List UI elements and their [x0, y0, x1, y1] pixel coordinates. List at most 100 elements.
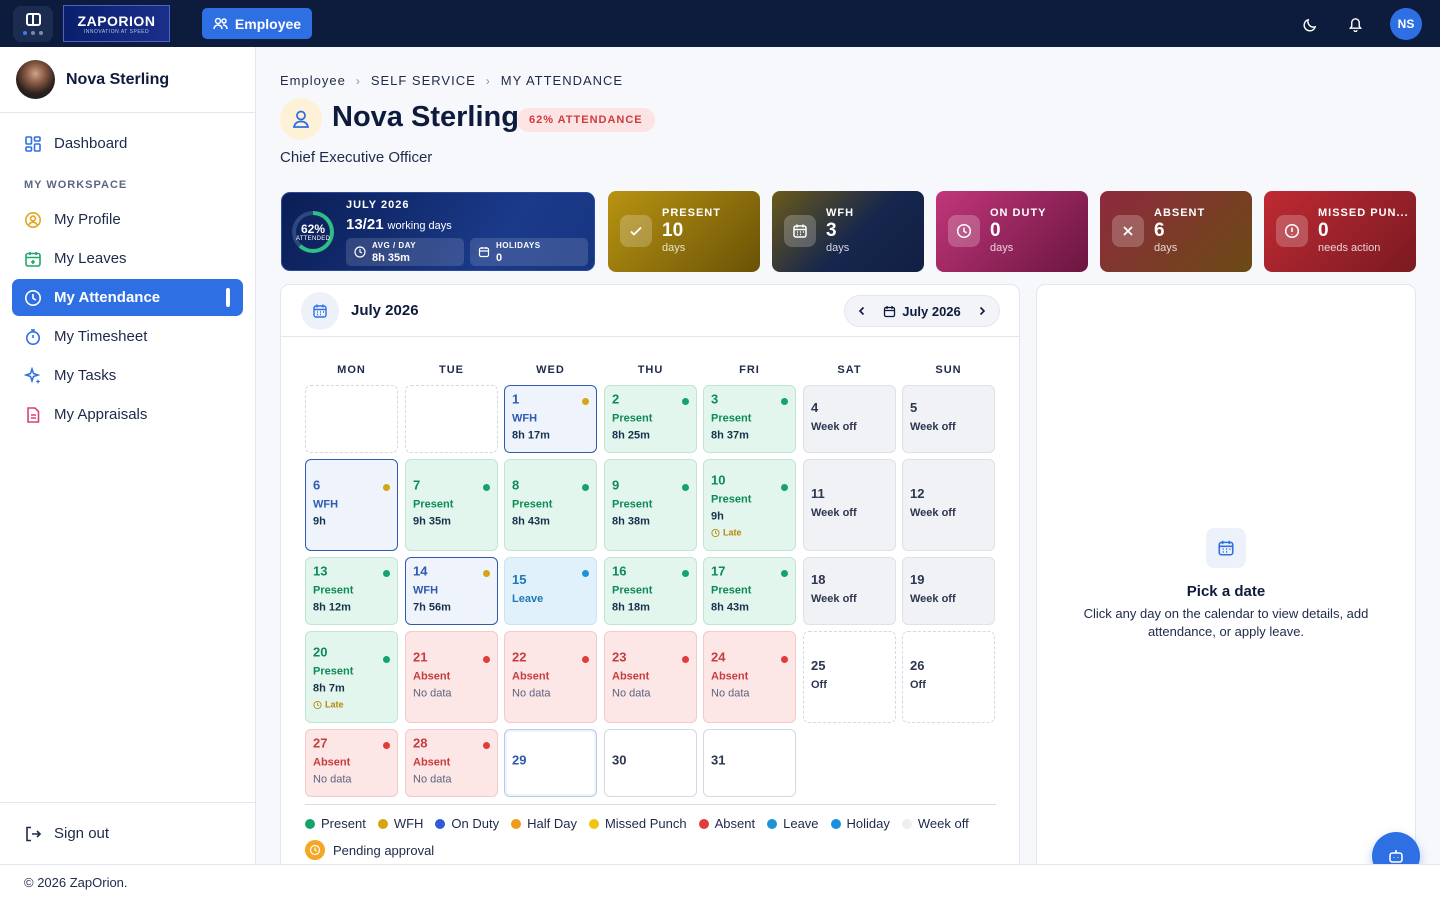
late-label: Late [325, 699, 344, 710]
prev-month-button[interactable] [857, 304, 867, 319]
calendar-day-20[interactable]: 20 Present 8h 7m Late [305, 631, 398, 723]
calendar-day-16[interactable]: 16 Present 8h 18m [604, 557, 697, 625]
dark-mode-button[interactable] [1300, 14, 1320, 34]
weekday-header: SUN [935, 364, 962, 376]
breadcrumb-item-my-attendance: MY ATTENDANCE [500, 73, 624, 88]
calendar-day-10[interactable]: 10 Present 9h Late [703, 459, 796, 551]
sidebar-item-my-appraisals[interactable]: My Appraisals [12, 396, 243, 433]
calendar-day-3[interactable]: 3 Present 8h 37m [703, 385, 796, 453]
status-dot [682, 570, 689, 577]
moon-icon [1303, 18, 1316, 31]
calendar-day-23[interactable]: 23 Absent No data [604, 631, 697, 723]
day-number: 25 [811, 658, 826, 673]
day-number: 31 [711, 752, 726, 768]
day-number: 20 [313, 644, 328, 660]
sidebar-item-label: Dashboard [54, 135, 128, 152]
calendar-day-19[interactable]: 19 Week off [902, 557, 995, 625]
calendar-day-29[interactable]: 29 [504, 729, 597, 797]
calendar-day-13[interactable]: 13 Present 8h 12m [305, 557, 398, 625]
active-indicator [226, 288, 230, 307]
calendar-day-28[interactable]: 28 Absent No data [405, 729, 498, 797]
calendar-day-22[interactable]: 22 Absent No data [504, 631, 597, 723]
legend-item: Present [305, 816, 366, 831]
sidebar-item-my-leaves[interactable]: My Leaves [12, 240, 243, 277]
legend-item: Week off [901, 816, 969, 831]
summary-working-days: 13/21 working days [346, 216, 452, 233]
calendar-day-12[interactable]: 12 Week off [902, 459, 995, 551]
legend-label: Present [321, 816, 366, 831]
sidebar-item-my-timesheet[interactable]: My Timesheet [12, 318, 243, 355]
calendar-day-27[interactable]: 27 Absent No data [305, 729, 398, 797]
sidebar-profile[interactable]: Nova Sterling [0, 47, 255, 113]
chevron-right-icon [979, 306, 986, 315]
sign-out-button[interactable]: Sign out [0, 802, 255, 864]
legend-dot [588, 818, 599, 829]
month-picker-button[interactable]: July 2026 [883, 304, 961, 319]
holidays-label: HOLIDAYS [496, 241, 541, 250]
day-status: WFH [512, 412, 538, 425]
calendar-day-5[interactable]: 5 Week off [902, 385, 995, 453]
pending-approval-legend: Pending approval [305, 840, 434, 860]
calendar-day-26[interactable]: 26 Off [902, 631, 995, 723]
sidebar-toggle-button[interactable] [13, 6, 53, 42]
status-dot [483, 484, 490, 491]
calendar-day-8[interactable]: 8 Present 8h 43m [504, 459, 597, 551]
sidebar-item-dashboard[interactable]: Dashboard [12, 125, 243, 162]
zaporion-logo[interactable]: ZAPORION INNOVATION AT SPEED [63, 5, 170, 42]
calendar-day-21[interactable]: 21 Absent No data [405, 631, 498, 723]
sidebar-item-my-tasks[interactable]: My Tasks [12, 357, 243, 394]
status-dot [383, 570, 390, 577]
sidebar-item-my-profile[interactable]: My Profile [12, 201, 243, 238]
calendar-day-30[interactable]: 30 [604, 729, 697, 797]
calendar-day-17[interactable]: 17 Present 8h 43m [703, 557, 796, 625]
day-number: 17 [711, 563, 726, 579]
check-icon [620, 215, 652, 247]
calendar-day-31[interactable]: 31 [703, 729, 796, 797]
calendar-day-11[interactable]: 11 Week off [803, 459, 896, 551]
calendar-day-7[interactable]: 7 Present 9h 35m [405, 459, 498, 551]
calendar-day-2[interactable]: 2 Present 8h 25m [604, 385, 697, 453]
status-dot [781, 398, 788, 405]
weekday-header: TUE [439, 364, 464, 376]
status-dot [582, 398, 589, 405]
next-month-button[interactable] [977, 304, 987, 319]
day-status: Week off [910, 421, 956, 433]
users-icon [213, 17, 228, 29]
calendar-day-24[interactable]: 24 Absent No data [703, 631, 796, 723]
weekday-header: THU [637, 364, 664, 376]
weekday-header: FRI [739, 364, 760, 376]
day-hours: 8h 12m [313, 601, 351, 614]
stat-value: 0 [990, 220, 1001, 241]
notifications-button[interactable] [1345, 14, 1365, 34]
calendar-day-14[interactable]: 14 WFH 7h 56m [405, 557, 498, 625]
day-number: 19 [910, 572, 925, 587]
calendar-day-15[interactable]: 15 Leave [504, 557, 597, 625]
sidebar-user-name: Nova Sterling [66, 70, 170, 88]
user-avatar-button[interactable]: NS [1390, 8, 1422, 40]
day-number: 28 [413, 735, 428, 751]
sidebar-item-my-attendance[interactable]: My Attendance [12, 279, 243, 316]
working-days-value: 13/21 [346, 216, 384, 233]
legend-item: Leave [767, 816, 819, 831]
calendar-day-1[interactable]: 1 WFH 8h 17m [504, 385, 597, 453]
calendar-day-6[interactable]: 6 WFH 9h [305, 459, 398, 551]
weekday-header: WED [536, 364, 565, 376]
calendar-day-9[interactable]: 9 Present 8h 38m [604, 459, 697, 551]
breadcrumb-item-self-service[interactable]: SELF SERVICE [370, 73, 476, 88]
calendar-day-4[interactable]: 4 Week off [803, 385, 896, 453]
status-dot [383, 484, 390, 491]
legend-item: On Duty [435, 816, 499, 831]
stat-card-on-duty: ON DUTY 0 days [936, 191, 1088, 272]
day-number: 11 [811, 486, 825, 501]
day-hours: No data [413, 687, 452, 700]
calendar-day-18[interactable]: 18 Week off [803, 557, 896, 625]
dots-indicator [23, 31, 43, 35]
calendar-legend: Present WFH On Duty Half Day Missed Punch Abs… [305, 816, 969, 831]
summary-month: JULY 2026 [346, 199, 410, 211]
calendar-day-25[interactable]: 25 Off [803, 631, 896, 723]
breadcrumb-item-employee[interactable]: Employee [280, 73, 346, 88]
calendar-day-empty [405, 385, 498, 453]
day-number: 4 [811, 400, 819, 415]
employee-role-button[interactable]: Employee [202, 8, 312, 39]
legend-dot [698, 818, 709, 829]
